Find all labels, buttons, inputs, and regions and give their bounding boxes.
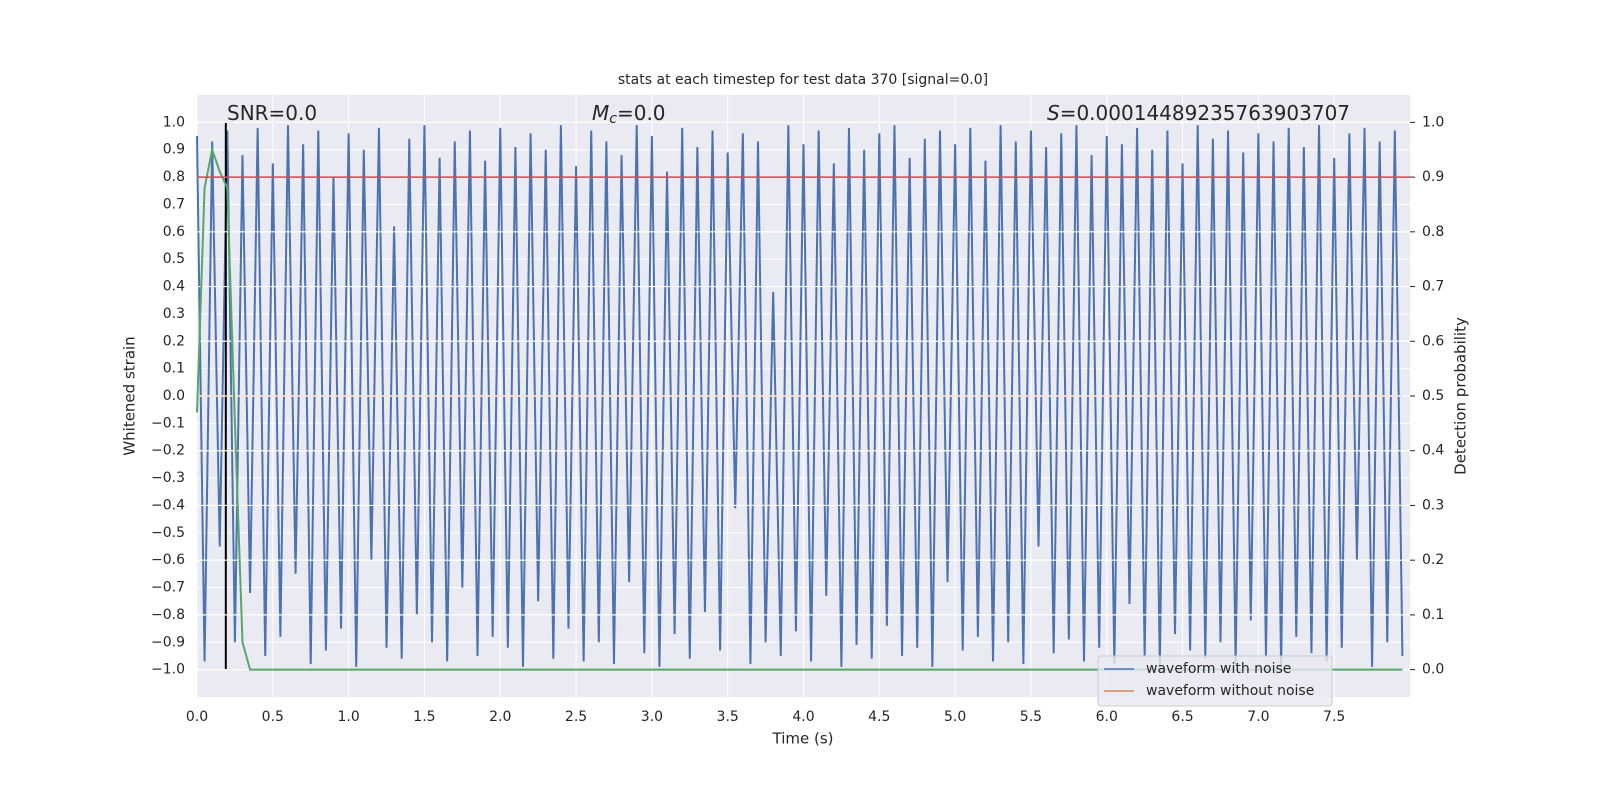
- x-tick-label: 2.5: [565, 709, 587, 725]
- legend-label: waveform without noise: [1146, 683, 1314, 699]
- annotation-subscript: c: [609, 111, 617, 127]
- annotation-text: SNR=0.0: [227, 101, 317, 125]
- y-tick-label: −0.7: [151, 580, 185, 596]
- y2-tick-label: 0.3: [1422, 497, 1444, 513]
- y2-tick-label: 0.0: [1422, 662, 1444, 678]
- x-tick-label: 4.5: [868, 709, 890, 725]
- x-tick-label: 4.0: [792, 709, 814, 725]
- x-tick-label: 3.5: [717, 709, 739, 725]
- y2-tick-label: 0.1: [1422, 607, 1444, 623]
- y-tick-label: 0.5: [163, 251, 185, 267]
- y-tick-label: 1.0: [163, 114, 185, 130]
- annotation-text: =0.00014489235763903707: [1060, 101, 1350, 125]
- y-tick-label: −0.3: [151, 470, 185, 486]
- chart-title: stats at each timestep for test data 370…: [618, 72, 988, 88]
- y-tick-label: −0.4: [151, 497, 185, 513]
- y2-tick-label: 1.0: [1422, 114, 1444, 130]
- x-tick-label: 3.0: [641, 709, 663, 725]
- legend-box: [1097, 655, 1333, 707]
- y-tick-label: 0.0: [163, 388, 185, 404]
- y2-tick-label: 0.4: [1422, 443, 1444, 459]
- y-tick-label: −0.8: [151, 607, 185, 623]
- y-tick-label: −0.6: [151, 552, 185, 568]
- y-tick-label: 0.8: [163, 169, 185, 185]
- y2-tick-label: 0.8: [1422, 224, 1444, 240]
- y-tick-label: 0.7: [163, 196, 185, 212]
- y-tick-label: −0.5: [151, 525, 185, 541]
- legend-label: waveform with noise: [1146, 661, 1291, 677]
- x-tick-label: 5.5: [1020, 709, 1042, 725]
- x-tick-label: 5.0: [944, 709, 966, 725]
- x-tick-label: 2.0: [489, 709, 511, 725]
- detection-probability-line: [196, 145, 1403, 671]
- y-tick-label: 0.6: [163, 224, 185, 240]
- y-tick-label: 0.9: [163, 142, 185, 158]
- y2-tick-label: 0.9: [1422, 169, 1444, 185]
- x-tick-label: 1.0: [337, 709, 359, 725]
- y2-tick-label: 0.2: [1422, 552, 1444, 568]
- y2-axis-label: Detection probability: [1452, 317, 1470, 475]
- y2-tick-label: 0.5: [1422, 388, 1444, 404]
- y-tick-label: 0.1: [163, 361, 185, 377]
- annotation: Mc=0.0: [592, 101, 666, 128]
- y-tick-label: −0.1: [151, 415, 185, 431]
- y-tick-label: 0.3: [163, 306, 185, 322]
- x-tick-label: 6.0: [1096, 709, 1118, 725]
- y2-tick-label: 0.7: [1422, 279, 1444, 295]
- y-tick-label: −0.2: [151, 443, 185, 459]
- annotation-symbol: M: [592, 101, 609, 125]
- x-tick-label: 6.5: [1171, 709, 1193, 725]
- annotation: SNR=0.0: [227, 101, 317, 125]
- y-axis-label: Whitened strain: [121, 336, 139, 455]
- x-axis-label: Time (s): [772, 730, 834, 748]
- y-tick-label: −1.0: [151, 662, 185, 678]
- x-tick-label: 7.0: [1247, 709, 1269, 725]
- y-tick-label: 0.4: [163, 279, 185, 295]
- x-tick-label: 0.0: [186, 709, 208, 725]
- series-line: [196, 125, 1404, 667]
- y-tick-label: 0.2: [163, 333, 185, 349]
- annotation: S=0.00014489235763903707: [1047, 101, 1350, 125]
- x-tick-label: 7.5: [1323, 709, 1345, 725]
- annotation-text: =0.0: [617, 101, 666, 125]
- annotation-symbol: S: [1047, 101, 1060, 125]
- x-tick-label: 0.5: [262, 709, 284, 725]
- x-tick-label: 1.5: [413, 709, 435, 725]
- y2-tick-label: 0.6: [1422, 333, 1444, 349]
- y-tick-label: −0.9: [151, 634, 185, 650]
